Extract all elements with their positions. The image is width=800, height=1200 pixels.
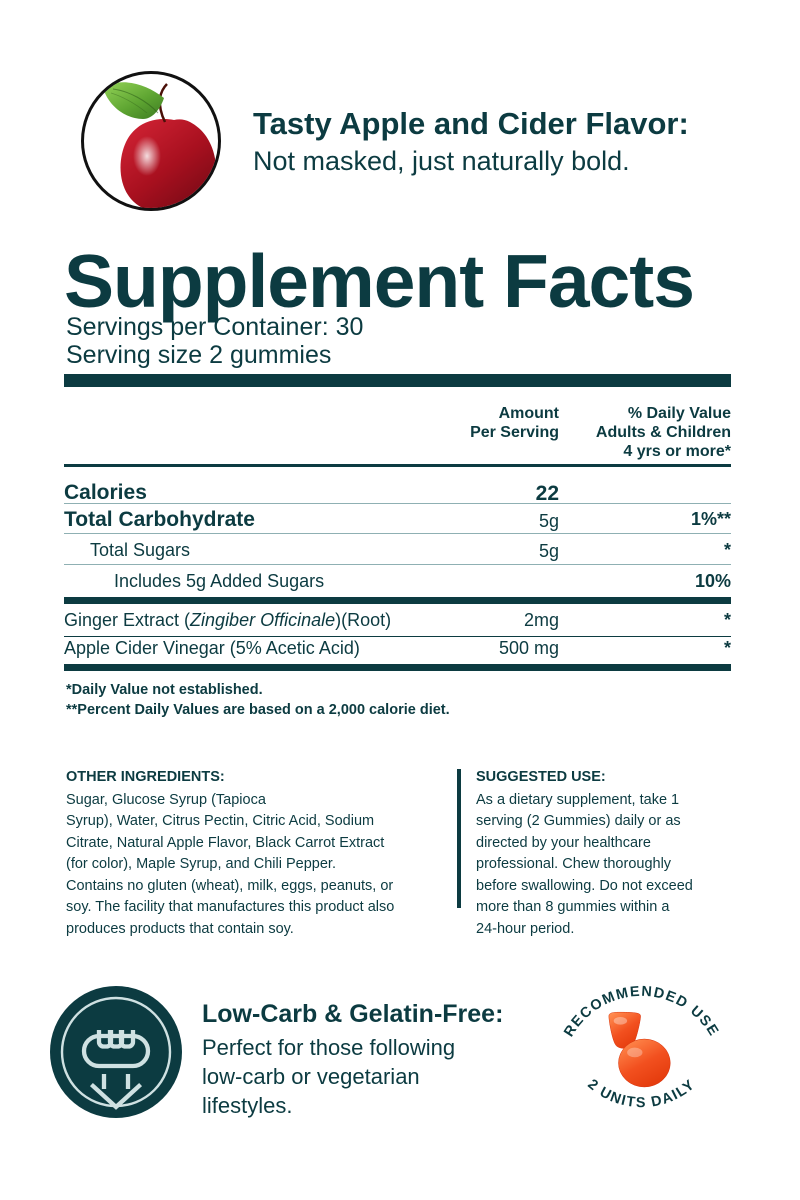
svg-text:RECOMMENDED USE: RECOMMENDED USE xyxy=(561,984,722,1040)
